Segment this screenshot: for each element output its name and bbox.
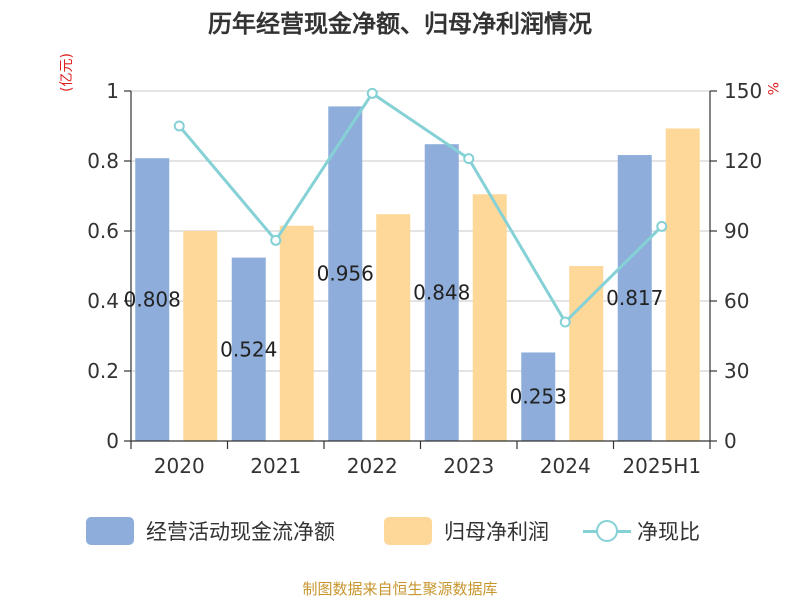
legend-swatch-profit — [384, 517, 432, 545]
point-ratio — [366, 87, 378, 99]
x-tick-label: 2025H1 — [622, 454, 701, 478]
legend-item-ratio[interactable]: 净现比 — [583, 516, 700, 546]
point-ratio — [656, 220, 668, 232]
bar-profit — [376, 214, 411, 441]
bar-profit — [569, 266, 604, 441]
left-tick-label: 0.2 — [87, 359, 119, 383]
line-ratio — [178, 91, 663, 324]
bar-cash — [521, 352, 556, 441]
left-tick-label: 0.4 — [87, 289, 119, 313]
data-label-cash: 0.253 — [510, 385, 567, 409]
legend-label-profit: 归母净利润 — [444, 520, 549, 544]
legend-item-cash[interactable]: 经营活动现金流净额 — [86, 516, 335, 546]
legend: 经营活动现金流净额 归母净利润 净现比 — [0, 516, 800, 556]
x-tick-label: 2024 — [540, 454, 591, 478]
bar-cash — [328, 106, 363, 442]
data-label-cash: 0.808 — [124, 288, 181, 312]
data-label-cash: 0.848 — [413, 281, 470, 305]
bar-profit — [183, 231, 218, 441]
right-tick-label: 0 — [724, 429, 737, 453]
bar-profit — [472, 194, 507, 441]
right-tick-label: 150 — [724, 79, 762, 103]
legend-label-ratio: 净现比 — [637, 520, 700, 544]
bar-cash — [617, 155, 652, 442]
right-tick-label: 120 — [724, 149, 762, 173]
legend-item-profit[interactable]: 归母净利润 — [384, 516, 549, 546]
bar-profit — [665, 128, 700, 441]
chart-title: 历年经营现金净额、归母净利润情况 — [208, 10, 592, 38]
bar-cash — [231, 257, 266, 441]
bar-cash — [135, 158, 170, 441]
left-tick-label: 0.8 — [87, 149, 119, 173]
x-tick-label: 2020 — [154, 454, 205, 478]
bar-cash — [424, 144, 459, 441]
left-tick-label: 0 — [106, 429, 119, 453]
legend-swatch-cash — [86, 517, 134, 545]
source-footer: 制图数据来自恒生聚源数据库 — [302, 580, 498, 598]
legend-line-ratio-icon — [583, 517, 631, 545]
x-tick-label: 2022 — [347, 454, 398, 478]
right-tick-label: 30 — [724, 359, 749, 383]
point-ratio — [270, 234, 282, 246]
data-label-cash: 0.524 — [220, 337, 277, 361]
point-ratio — [559, 316, 571, 328]
x-tick-label: 2021 — [250, 454, 301, 478]
legend-label-cash: 经营活动现金流净额 — [146, 520, 335, 544]
data-label-cash: 0.956 — [317, 262, 374, 286]
point-ratio — [173, 120, 185, 132]
x-tick-label: 2023 — [443, 454, 494, 478]
left-tick-label: 0.6 — [87, 219, 119, 243]
bar-profit — [279, 225, 314, 441]
right-tick-label: 60 — [724, 289, 749, 313]
right-tick-label: 90 — [724, 219, 749, 243]
data-label-cash: 0.817 — [606, 286, 663, 310]
left-tick-label: 1 — [106, 79, 119, 103]
point-ratio — [463, 153, 475, 165]
